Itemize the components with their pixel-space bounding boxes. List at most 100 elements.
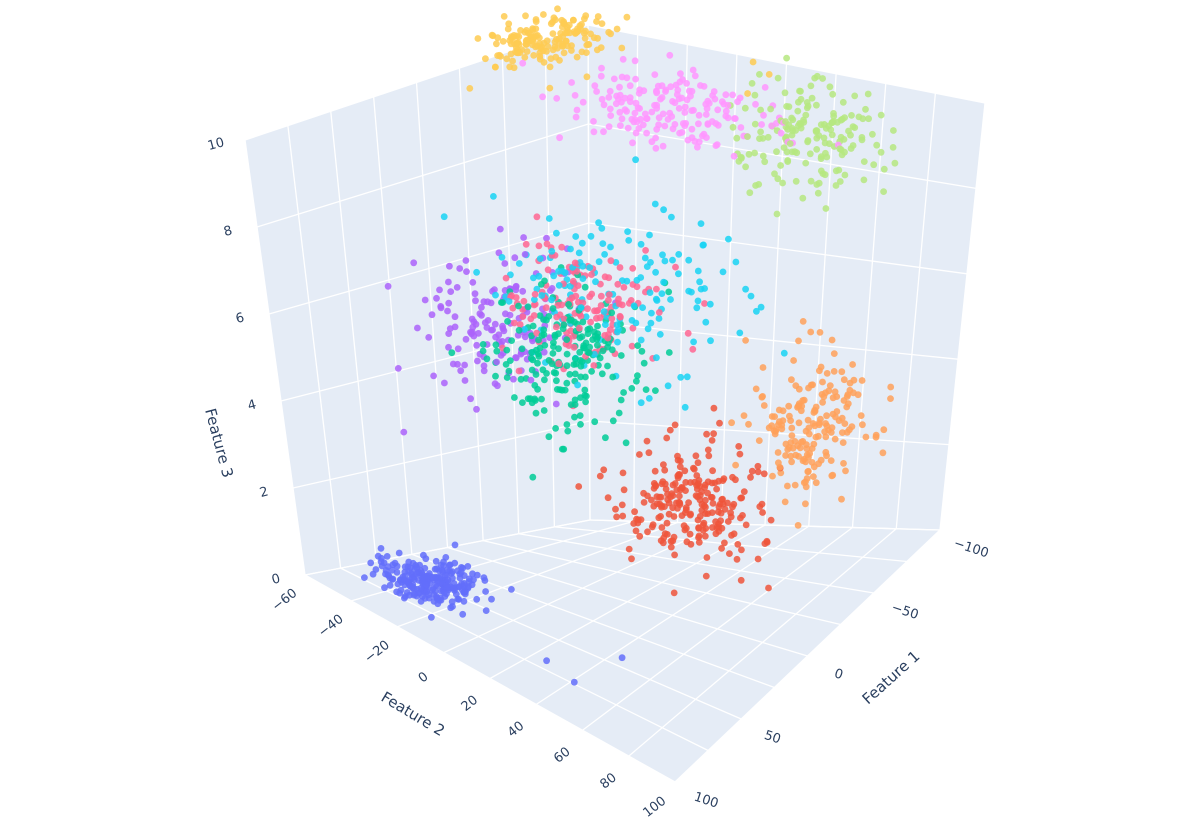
data-point[interactable] — [691, 72, 699, 80]
data-point[interactable] — [408, 583, 416, 590]
data-point[interactable] — [846, 379, 854, 387]
data-point[interactable] — [730, 152, 738, 160]
data-point[interactable] — [702, 111, 710, 118]
data-point[interactable] — [440, 213, 448, 221]
data-point[interactable] — [543, 240, 551, 248]
data-point[interactable] — [648, 108, 656, 116]
data-point[interactable] — [560, 315, 568, 323]
data-point[interactable] — [722, 91, 730, 99]
data-point[interactable] — [887, 383, 895, 391]
data-point[interactable] — [512, 286, 520, 294]
data-point[interactable] — [693, 304, 701, 312]
data-point[interactable] — [703, 134, 710, 142]
data-point[interactable] — [527, 315, 535, 323]
data-point[interactable] — [598, 370, 606, 378]
data-point[interactable] — [522, 41, 530, 48]
data-point[interactable] — [862, 433, 870, 441]
data-point[interactable] — [741, 104, 749, 112]
data-point[interactable] — [571, 259, 579, 267]
data-point[interactable] — [532, 409, 540, 417]
data-point[interactable] — [756, 71, 763, 78]
data-point[interactable] — [785, 103, 793, 111]
data-point[interactable] — [550, 343, 557, 350]
data-point[interactable] — [623, 277, 631, 285]
data-point[interactable] — [520, 234, 527, 241]
data-point[interactable] — [759, 393, 766, 400]
data-point[interactable] — [535, 272, 543, 280]
data-point[interactable] — [839, 98, 847, 106]
data-point[interactable] — [630, 520, 638, 527]
data-point[interactable] — [599, 240, 607, 248]
data-point[interactable] — [655, 315, 663, 322]
data-point[interactable] — [594, 13, 602, 20]
data-point[interactable] — [625, 545, 633, 553]
data-point[interactable] — [684, 329, 692, 337]
data-point[interactable] — [502, 274, 510, 282]
data-point[interactable] — [796, 87, 803, 95]
data-point[interactable] — [729, 503, 736, 511]
data-point[interactable] — [664, 382, 672, 390]
data-point[interactable] — [504, 25, 512, 33]
data-point[interactable] — [745, 150, 753, 158]
data-point[interactable] — [602, 321, 609, 328]
data-point[interactable] — [634, 516, 642, 524]
data-point[interactable] — [509, 57, 516, 65]
data-point[interactable] — [456, 574, 464, 582]
data-point[interactable] — [665, 288, 673, 296]
data-point[interactable] — [782, 118, 789, 125]
data-point[interactable] — [535, 352, 543, 360]
data-point[interactable] — [807, 328, 815, 336]
data-point[interactable] — [706, 300, 714, 308]
data-point[interactable] — [616, 312, 624, 320]
data-point[interactable] — [653, 354, 660, 362]
data-point[interactable] — [836, 178, 844, 185]
data-point[interactable] — [540, 326, 548, 334]
data-point[interactable] — [632, 156, 639, 164]
data-point[interactable] — [481, 577, 489, 584]
data-point[interactable] — [389, 575, 397, 583]
data-point[interactable] — [818, 391, 826, 398]
data-point[interactable] — [493, 40, 500, 48]
data-point[interactable] — [765, 71, 773, 78]
data-point[interactable] — [738, 546, 745, 554]
data-point[interactable] — [549, 30, 557, 37]
data-point[interactable] — [668, 213, 675, 221]
data-point[interactable] — [812, 479, 820, 487]
data-point[interactable] — [508, 586, 515, 593]
data-point[interactable] — [783, 148, 791, 156]
data-point[interactable] — [759, 509, 766, 516]
data-point[interactable] — [736, 450, 744, 458]
data-point[interactable] — [530, 301, 538, 309]
data-point[interactable] — [579, 318, 587, 326]
data-point[interactable] — [658, 524, 666, 531]
data-point[interactable] — [467, 395, 474, 403]
data-point[interactable] — [582, 313, 590, 321]
data-point[interactable] — [764, 133, 772, 141]
data-point[interactable] — [815, 179, 823, 187]
data-point[interactable] — [703, 430, 710, 438]
data-point[interactable] — [829, 394, 837, 402]
data-point[interactable] — [422, 581, 430, 589]
data-point[interactable] — [761, 158, 769, 166]
data-point[interactable] — [722, 112, 730, 120]
data-point[interactable] — [588, 271, 595, 278]
data-point[interactable] — [859, 115, 867, 123]
data-point[interactable] — [440, 589, 448, 596]
data-point[interactable] — [567, 401, 575, 408]
data-point[interactable] — [473, 405, 480, 413]
data-point[interactable] — [632, 319, 640, 327]
data-point[interactable] — [813, 72, 821, 80]
data-point[interactable] — [763, 537, 771, 545]
data-point[interactable] — [822, 420, 829, 427]
data-point[interactable] — [783, 54, 790, 62]
data-point[interactable] — [795, 402, 803, 409]
data-point[interactable] — [844, 400, 852, 408]
data-point[interactable] — [455, 596, 463, 603]
data-point[interactable] — [633, 377, 640, 385]
data-point[interactable] — [714, 121, 722, 129]
data-point[interactable] — [445, 278, 452, 286]
data-point[interactable] — [779, 417, 787, 424]
data-point[interactable] — [823, 452, 830, 460]
data-point[interactable] — [880, 188, 887, 196]
data-point[interactable] — [821, 428, 829, 436]
